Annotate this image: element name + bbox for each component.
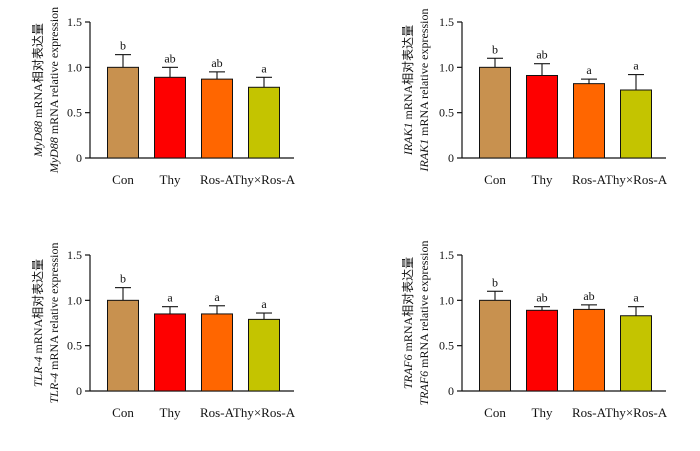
bar-thy xyxy=(154,313,186,392)
significance-label: a xyxy=(633,59,639,73)
x-tick-label: Con xyxy=(112,172,134,187)
significance-label: b xyxy=(120,272,126,286)
bar-ros-a xyxy=(201,313,233,392)
significance-label: a xyxy=(586,63,592,77)
y-tick-label: 0.5 xyxy=(439,106,454,120)
significance-label: a xyxy=(261,61,267,75)
x-tick-label: Thy×Ros-A xyxy=(233,172,296,187)
bar-thy xyxy=(526,309,558,392)
chart-panel-2: 0 0.5 1.0 1.5 b Con ab Thy a Ros-A a Thy×Ros-A IRAK1… xyxy=(401,9,668,187)
chart-panel-4: 0 0.5 1.0 1.5 b Con ab Thy ab Ros-A a Thy×Ros-A TRAF… xyxy=(401,241,668,420)
x-tick-label: Thy xyxy=(532,405,553,420)
significance-label: a xyxy=(167,291,173,305)
chart-panel-3: 0 0.5 1.0 1.5 b Con a Thy a Ros-A a Thy×Ros-A TLR-4 … xyxy=(31,243,296,421)
y-tick-label: 1.0 xyxy=(67,293,82,307)
chart-panel-1: 0 0.5 1.0 1.5 b Con ab Thy ab Ros-A a Thy×Ros-A MyD8… xyxy=(31,7,296,187)
y-axis-label-english: IRAK1 mRNA relative expression xyxy=(417,9,431,173)
x-tick-label: Thy×Ros-A xyxy=(605,172,668,187)
x-tick-label: Con xyxy=(484,172,506,187)
y-tick-label: 1.5 xyxy=(67,248,82,262)
significance-label: a xyxy=(633,291,639,305)
y-tick-label: 0.5 xyxy=(67,339,82,353)
y-tick-label: 1.5 xyxy=(439,15,454,29)
y-tick-label: 0 xyxy=(448,384,454,398)
bar-ros-a xyxy=(201,78,233,159)
y-tick-label: 0.5 xyxy=(67,106,82,120)
bar-thy-ros-a xyxy=(620,315,652,392)
bar-con xyxy=(479,299,511,392)
x-tick-label: Con xyxy=(112,405,134,420)
bar-thy xyxy=(154,76,186,159)
bar-ros-a xyxy=(573,308,605,392)
significance-label: ab xyxy=(536,48,547,62)
bar-con xyxy=(107,299,139,392)
significance-label: ab xyxy=(164,51,175,65)
x-tick-label: Ros-A xyxy=(200,405,235,420)
y-tick-label: 0.5 xyxy=(439,339,454,353)
bar-con xyxy=(107,66,139,159)
bar-thy xyxy=(526,74,558,159)
x-tick-label: Ros-A xyxy=(200,172,235,187)
y-axis-label-english: TLR-4 mRNA relative expression xyxy=(47,243,61,404)
bar-ros-a xyxy=(573,83,605,159)
significance-label: a xyxy=(261,297,267,311)
significance-label: b xyxy=(492,42,498,56)
bar-thy-ros-a xyxy=(248,318,280,392)
y-axis-label-english: MyD88 mRNA relative expression xyxy=(47,7,61,174)
significance-label: b xyxy=(120,39,126,53)
y-axis-label-chinese: TLR-4 mRNA相对表达量 xyxy=(31,259,45,387)
x-tick-label: Thy xyxy=(160,172,181,187)
significance-label: a xyxy=(214,290,220,304)
y-tick-label: 0 xyxy=(448,151,454,165)
x-tick-label: Ros-A xyxy=(572,405,607,420)
y-axis-label-chinese: TRAF6 mRNA相对表达量 xyxy=(401,257,415,389)
significance-label: b xyxy=(492,275,498,289)
x-tick-label: Thy×Ros-A xyxy=(233,405,296,420)
significance-label: ab xyxy=(583,289,594,303)
significance-label: ab xyxy=(211,56,222,70)
x-tick-label: Ros-A xyxy=(572,172,607,187)
y-tick-label: 1.0 xyxy=(67,60,82,74)
y-tick-label: 0 xyxy=(76,384,82,398)
y-axis-label-chinese: MyD88 mRNA相对表达量 xyxy=(31,23,45,158)
x-tick-label: Thy xyxy=(532,172,553,187)
x-tick-label: Thy xyxy=(160,405,181,420)
y-axis-label-chinese: IRAK1 mRNA相对表达量 xyxy=(401,25,415,156)
bar-thy-ros-a xyxy=(248,86,280,159)
y-tick-label: 1.0 xyxy=(439,60,454,74)
bar-thy-ros-a xyxy=(620,89,652,159)
y-tick-label: 1.5 xyxy=(67,15,82,29)
bar-con xyxy=(479,66,511,159)
y-tick-label: 1.5 xyxy=(439,248,454,262)
significance-label: ab xyxy=(536,291,547,305)
x-tick-label: Con xyxy=(484,405,506,420)
y-tick-label: 1.0 xyxy=(439,293,454,307)
y-axis-label-english: TRAF6 mRNA relative expression xyxy=(417,241,431,406)
y-tick-label: 0 xyxy=(76,151,82,165)
x-tick-label: Thy×Ros-A xyxy=(605,405,668,420)
